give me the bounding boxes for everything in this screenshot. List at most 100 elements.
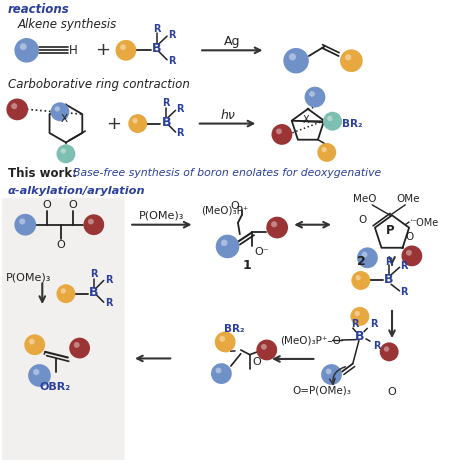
Text: X: X <box>302 115 309 125</box>
Circle shape <box>216 235 239 258</box>
Text: reactions: reactions <box>8 3 70 16</box>
Text: This work:: This work: <box>8 167 77 180</box>
Text: O: O <box>230 201 239 211</box>
Circle shape <box>56 145 75 163</box>
Text: P(OMe)₃: P(OMe)₃ <box>6 272 52 282</box>
Circle shape <box>401 246 422 266</box>
Circle shape <box>132 118 138 123</box>
Text: P: P <box>386 224 394 237</box>
Circle shape <box>283 48 309 73</box>
Circle shape <box>24 334 45 355</box>
Circle shape <box>309 91 315 97</box>
Text: MeO: MeO <box>353 194 377 204</box>
Text: Base-free synthesis of boron enolates for deoxygenative: Base-free synthesis of boron enolates fo… <box>73 168 381 178</box>
Text: R: R <box>153 24 160 34</box>
Text: Alkene synthesis: Alkene synthesis <box>17 18 117 31</box>
Text: O⁻: O⁻ <box>255 247 269 257</box>
Text: Ag: Ag <box>224 35 240 48</box>
Text: ⁻OMe: ⁻OMe <box>411 218 438 228</box>
Circle shape <box>120 44 126 50</box>
Circle shape <box>350 307 369 326</box>
Circle shape <box>357 247 378 268</box>
Circle shape <box>266 217 288 238</box>
Circle shape <box>51 102 69 121</box>
Circle shape <box>256 339 277 360</box>
Text: P(OMe)₃: P(OMe)₃ <box>139 210 184 220</box>
Circle shape <box>276 128 282 134</box>
Circle shape <box>6 99 28 120</box>
Text: hν: hν <box>220 109 235 121</box>
Text: OBR₂: OBR₂ <box>40 383 71 392</box>
Circle shape <box>384 346 389 352</box>
Text: R: R <box>176 104 184 114</box>
Circle shape <box>351 271 370 290</box>
Circle shape <box>116 40 137 61</box>
Text: B: B <box>161 116 171 128</box>
Circle shape <box>261 344 267 350</box>
Circle shape <box>326 368 331 374</box>
Text: O: O <box>57 240 65 250</box>
Text: R: R <box>373 341 381 351</box>
Text: R: R <box>105 274 112 284</box>
Text: OMe: OMe <box>397 194 420 204</box>
Circle shape <box>380 342 399 361</box>
Text: O: O <box>358 215 366 225</box>
Circle shape <box>61 148 66 154</box>
Circle shape <box>356 275 361 280</box>
Circle shape <box>128 114 147 133</box>
Text: B: B <box>355 330 365 343</box>
Text: R: R <box>401 261 408 271</box>
Circle shape <box>55 106 60 111</box>
Text: R: R <box>91 269 98 279</box>
Circle shape <box>345 54 351 61</box>
Circle shape <box>321 147 327 152</box>
Text: B: B <box>152 42 162 55</box>
Circle shape <box>74 342 80 348</box>
Text: R: R <box>168 30 175 40</box>
Circle shape <box>14 38 39 63</box>
Text: Carboborative ring contraction: Carboborative ring contraction <box>8 78 190 91</box>
Circle shape <box>327 116 332 121</box>
Text: R: R <box>105 298 112 308</box>
Text: O: O <box>253 357 261 367</box>
Circle shape <box>33 369 39 375</box>
Text: (MeO)₃P⁺–O: (MeO)₃P⁺–O <box>281 335 341 345</box>
Circle shape <box>69 337 90 358</box>
Text: B: B <box>383 273 393 285</box>
Text: +: + <box>95 41 110 59</box>
Text: H: H <box>69 44 78 57</box>
Circle shape <box>216 367 221 374</box>
Circle shape <box>305 87 325 108</box>
Circle shape <box>14 214 36 236</box>
Circle shape <box>29 339 35 345</box>
Text: R: R <box>351 319 359 329</box>
Text: 1: 1 <box>242 259 251 272</box>
Text: BR₂: BR₂ <box>342 118 363 128</box>
FancyBboxPatch shape <box>2 198 125 460</box>
Circle shape <box>362 252 367 257</box>
Text: O: O <box>43 200 51 210</box>
Text: R: R <box>370 319 378 329</box>
Text: +: + <box>107 115 122 133</box>
Circle shape <box>340 49 363 72</box>
Text: O: O <box>405 232 413 242</box>
Circle shape <box>88 219 94 225</box>
Circle shape <box>28 364 51 387</box>
Circle shape <box>19 219 25 225</box>
Text: R: R <box>401 287 408 297</box>
Text: O: O <box>68 200 77 210</box>
Text: α-alkylation/arylation: α-alkylation/arylation <box>8 186 146 196</box>
Circle shape <box>318 143 336 162</box>
Circle shape <box>289 53 296 61</box>
Circle shape <box>83 214 104 235</box>
Text: R: R <box>168 56 175 66</box>
Circle shape <box>323 112 342 131</box>
Text: R: R <box>176 128 184 138</box>
Text: O: O <box>388 387 396 397</box>
Circle shape <box>219 336 225 342</box>
Circle shape <box>321 364 342 385</box>
Circle shape <box>56 284 75 303</box>
Text: X: X <box>61 114 68 124</box>
Circle shape <box>272 124 292 145</box>
Text: BR₂: BR₂ <box>224 324 245 334</box>
